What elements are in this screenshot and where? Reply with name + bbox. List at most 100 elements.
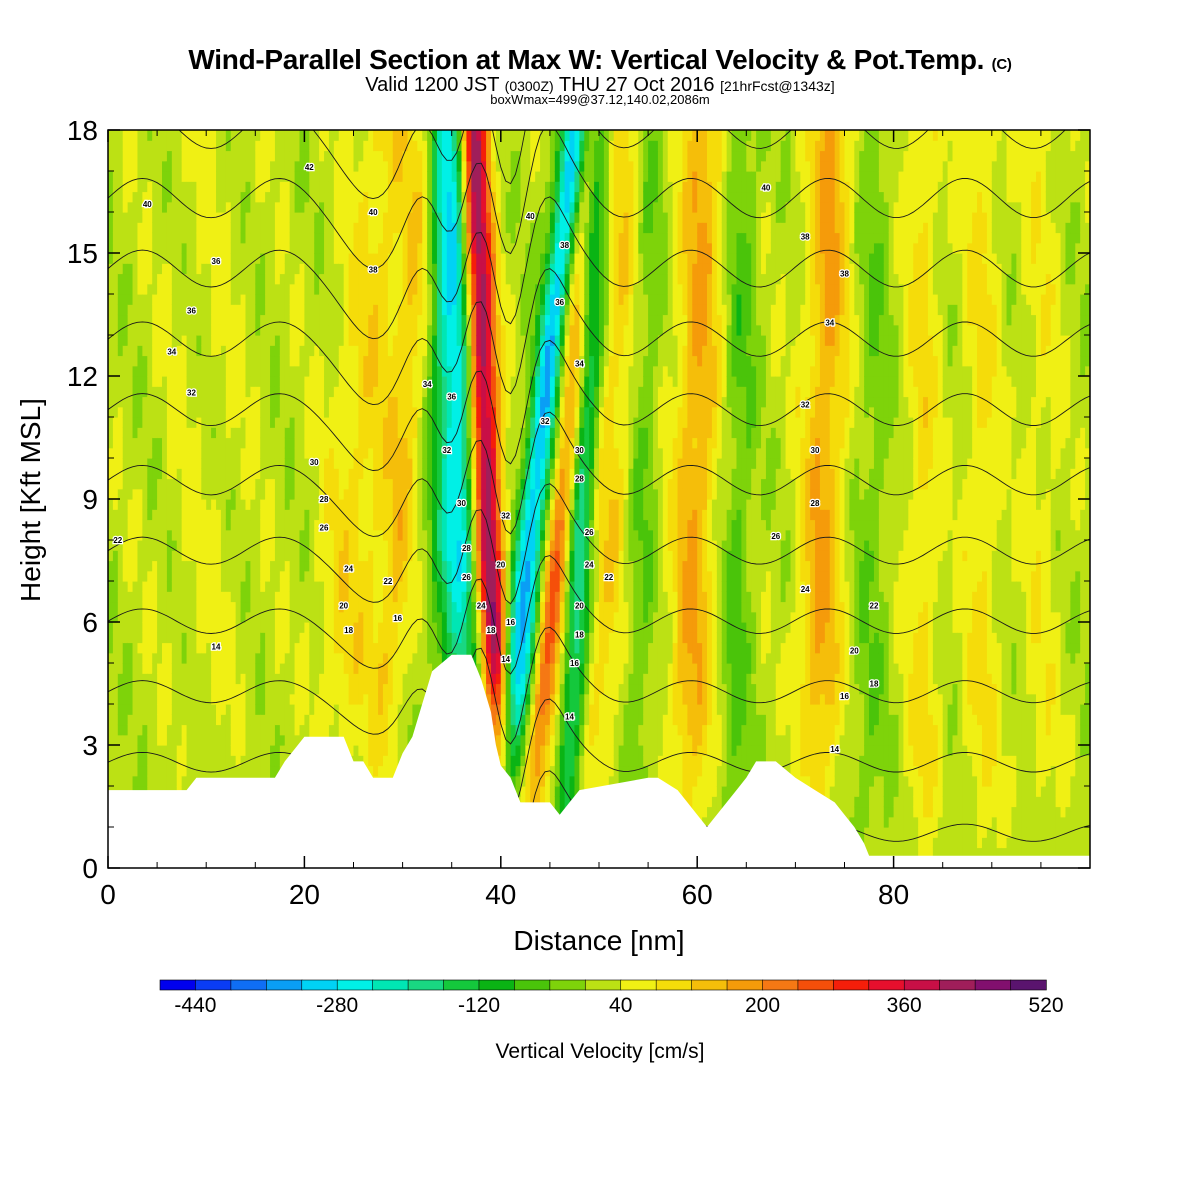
- velocity-cell: [333, 386, 340, 398]
- velocity-cell: [333, 540, 340, 551]
- velocity-cell: [147, 345, 153, 357]
- velocity-cell: [137, 437, 143, 449]
- velocity-cell: [284, 242, 291, 254]
- velocity-cell: [422, 212, 428, 223]
- velocity-cell: [436, 253, 443, 264]
- velocity-cell: [181, 335, 188, 346]
- velocity-cell: [432, 601, 438, 613]
- velocity-cell: [382, 201, 389, 213]
- velocity-cell: [373, 263, 379, 275]
- velocity-cell: [432, 263, 438, 275]
- velocity-cell: [176, 232, 183, 244]
- velocity-cell: [368, 581, 374, 592]
- velocity-cell: [436, 140, 443, 152]
- velocity-cell: [122, 406, 129, 418]
- velocity-cell: [270, 499, 276, 510]
- velocity-cell: [373, 447, 379, 459]
- velocity-cell: [338, 611, 345, 623]
- velocity-cell: [220, 253, 227, 264]
- velocity-cell: [196, 417, 202, 428]
- velocity-cell: [186, 386, 193, 398]
- velocity-cell: [245, 622, 251, 633]
- velocity-cell: [324, 386, 330, 398]
- velocity-cell: [378, 314, 384, 326]
- velocity-cell: [171, 724, 178, 736]
- velocity-cell: [378, 191, 384, 203]
- velocity-cell: [299, 724, 305, 736]
- velocity-cell: [147, 488, 153, 500]
- velocity-cell: [201, 550, 207, 562]
- velocity-cell: [392, 324, 399, 336]
- velocity-cell: [240, 570, 247, 582]
- velocity-cell: [191, 396, 197, 408]
- velocity-cell: [240, 294, 247, 305]
- velocity-cell: [299, 212, 305, 223]
- velocity-cell: [373, 376, 379, 387]
- velocity-cell: [108, 775, 114, 787]
- velocity-cell: [176, 201, 183, 213]
- velocity-cell: [176, 458, 183, 469]
- velocity-cell: [157, 745, 163, 756]
- velocity-cell: [112, 201, 119, 213]
- velocity-cell: [382, 570, 389, 582]
- velocity-cell: [201, 734, 207, 746]
- velocity-cell: [427, 222, 433, 234]
- velocity-cell: [206, 406, 212, 418]
- velocity-cell: [427, 437, 433, 449]
- velocity-cell: [324, 376, 330, 387]
- velocity-cell: [112, 673, 119, 685]
- velocity-cell: [211, 335, 217, 346]
- velocity-cell: [363, 222, 369, 234]
- velocity-cell: [314, 365, 320, 377]
- velocity-cell: [378, 601, 384, 613]
- velocity-cell: [338, 212, 345, 223]
- velocity-cell: [284, 406, 291, 418]
- velocity-cell: [407, 222, 414, 234]
- velocity-cell: [309, 417, 315, 428]
- velocity-cell: [216, 365, 222, 377]
- velocity-cell: [166, 406, 173, 418]
- velocity-cell: [132, 775, 139, 787]
- velocity-cell: [230, 314, 237, 326]
- velocity-cell: [382, 540, 389, 551]
- velocity-cell: [378, 201, 384, 213]
- velocity-cell: [108, 632, 114, 644]
- velocity-cell: [196, 242, 202, 254]
- velocity-cell: [220, 150, 227, 162]
- velocity-cell: [333, 376, 340, 387]
- velocity-cell: [328, 581, 335, 592]
- velocity-cell: [358, 355, 364, 367]
- velocity-cell: [240, 140, 247, 152]
- velocity-cell: [196, 181, 202, 193]
- velocity-cell: [196, 304, 202, 316]
- velocity-cell: [127, 673, 134, 685]
- velocity-cell: [294, 201, 301, 213]
- velocity-cell: [171, 509, 178, 521]
- velocity-cell: [412, 560, 418, 572]
- velocity-cell: [358, 160, 364, 172]
- velocity-cell: [191, 345, 197, 357]
- velocity-cell: [304, 447, 310, 459]
- velocity-cell: [216, 396, 222, 408]
- velocity-cell: [299, 529, 305, 541]
- velocity-cell: [368, 396, 374, 408]
- velocity-cell: [181, 509, 188, 521]
- velocity-cell: [343, 314, 350, 326]
- velocity-cell: [265, 478, 271, 490]
- velocity-cell: [206, 601, 212, 613]
- velocity-cell: [417, 386, 423, 398]
- velocity-cell: [412, 181, 418, 193]
- velocity-cell: [206, 263, 212, 275]
- velocity-cell: [250, 745, 256, 756]
- velocity-cell: [279, 355, 286, 367]
- velocity-cell: [284, 550, 291, 562]
- velocity-cell: [142, 509, 148, 521]
- velocity-cell: [230, 765, 237, 777]
- velocity-cell: [299, 181, 305, 193]
- velocity-cell: [216, 693, 222, 705]
- velocity-cell: [250, 130, 256, 141]
- velocity-cell: [201, 755, 207, 767]
- velocity-cell: [397, 673, 404, 685]
- velocity-cell: [235, 324, 242, 336]
- velocity-cell: [378, 386, 384, 398]
